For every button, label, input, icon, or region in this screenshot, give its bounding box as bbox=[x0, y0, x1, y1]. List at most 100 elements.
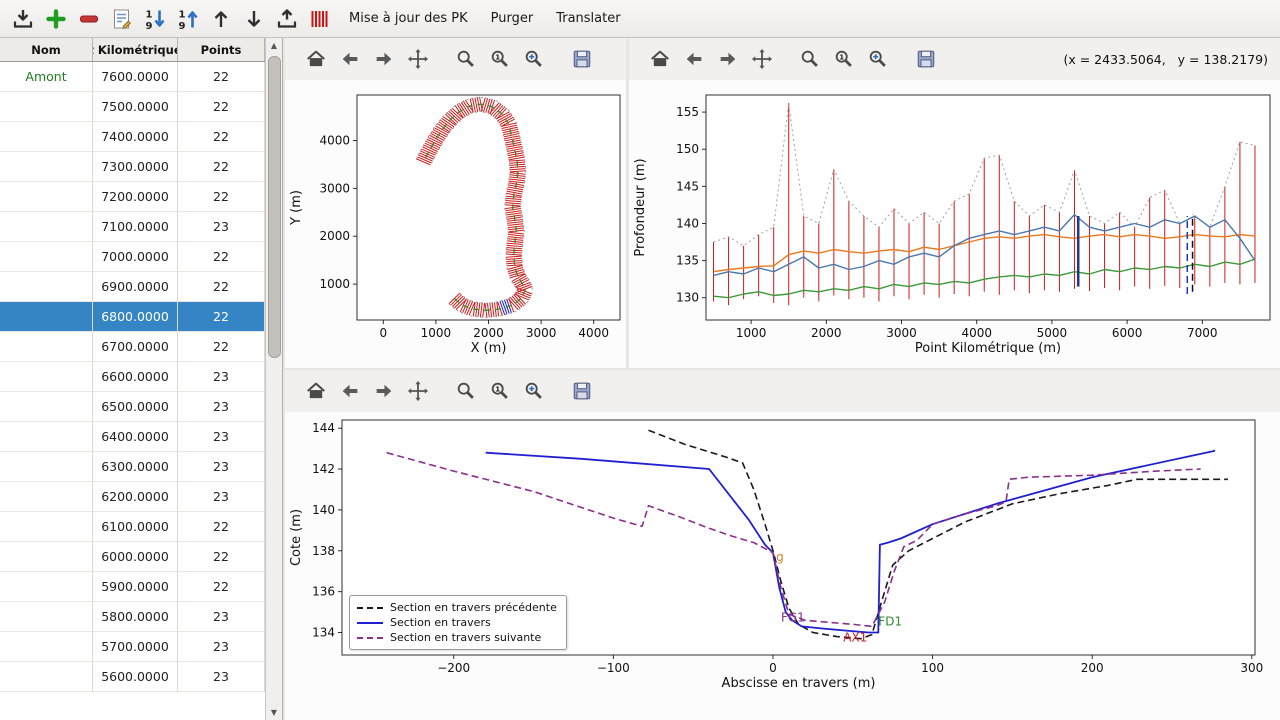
table-row[interactable]: 7200.0000 22 bbox=[0, 182, 282, 212]
forward-icon[interactable] bbox=[369, 376, 399, 406]
cell-nom[interactable]: Amont bbox=[0, 62, 93, 92]
toolbar-action-0[interactable]: Mise à jour des PK bbox=[349, 11, 468, 26]
table-scrollbar[interactable]: ▲ ▼ bbox=[265, 38, 282, 720]
table-row[interactable]: 6200.0000 23 bbox=[0, 482, 282, 512]
cell-nom[interactable] bbox=[0, 482, 93, 512]
cell-nom[interactable] bbox=[0, 92, 93, 122]
table-row[interactable]: 6800.0000 22 bbox=[0, 302, 282, 332]
zoom-rect-icon[interactable] bbox=[519, 44, 549, 74]
cell-pk[interactable]: 7100.0000 bbox=[93, 212, 178, 242]
back-icon[interactable] bbox=[335, 44, 365, 74]
back-icon[interactable] bbox=[335, 376, 365, 406]
table-row[interactable]: 5700.0000 23 bbox=[0, 632, 282, 662]
cell-nom[interactable] bbox=[0, 362, 93, 392]
zoom-rect-icon[interactable] bbox=[519, 376, 549, 406]
cell-points[interactable]: 22 bbox=[178, 182, 265, 212]
zoom-one-icon[interactable]: 1 bbox=[829, 44, 859, 74]
cell-pk[interactable]: 6600.0000 bbox=[93, 362, 178, 392]
cell-nom[interactable] bbox=[0, 542, 93, 572]
zoom-icon[interactable] bbox=[795, 44, 825, 74]
cell-points[interactable]: 22 bbox=[178, 92, 265, 122]
cell-points[interactable]: 23 bbox=[178, 212, 265, 242]
cell-points[interactable]: 23 bbox=[178, 362, 265, 392]
table-row[interactable]: 6300.0000 23 bbox=[0, 452, 282, 482]
cell-nom[interactable] bbox=[0, 392, 93, 422]
table-row[interactable]: 7500.0000 22 bbox=[0, 92, 282, 122]
cell-points[interactable]: 22 bbox=[178, 272, 265, 302]
home-icon[interactable] bbox=[301, 44, 331, 74]
cell-points[interactable]: 23 bbox=[178, 632, 265, 662]
cell-points[interactable]: 22 bbox=[178, 572, 265, 602]
save-icon[interactable] bbox=[911, 44, 941, 74]
cell-nom[interactable] bbox=[0, 632, 93, 662]
table-row[interactable]: 7100.0000 23 bbox=[0, 212, 282, 242]
cell-pk[interactable]: 6300.0000 bbox=[93, 452, 178, 482]
remove-icon[interactable] bbox=[74, 4, 104, 34]
cell-pk[interactable]: 6000.0000 bbox=[93, 542, 178, 572]
table-row[interactable]: 6700.0000 22 bbox=[0, 332, 282, 362]
edit-sections-icon[interactable] bbox=[107, 4, 137, 34]
import-icon[interactable] bbox=[8, 4, 38, 34]
zoom-icon[interactable] bbox=[451, 376, 481, 406]
cell-points[interactable]: 23 bbox=[178, 452, 265, 482]
cell-points[interactable]: 23 bbox=[178, 662, 265, 692]
move-down-icon[interactable] bbox=[239, 4, 269, 34]
cell-pk[interactable]: 6100.0000 bbox=[93, 512, 178, 542]
toolbar-action-2[interactable]: Translater bbox=[556, 11, 621, 26]
cross-section-chart[interactable]: −200 −100 0 100 200 300 134 136 138 140 142 144 Absc… bbox=[285, 412, 1280, 720]
cell-points[interactable]: 22 bbox=[178, 512, 265, 542]
cell-nom[interactable] bbox=[0, 572, 93, 602]
cell-nom[interactable] bbox=[0, 242, 93, 272]
table-row[interactable]: 5900.0000 22 bbox=[0, 572, 282, 602]
plan-chart[interactable]: 0 1000 2000 3000 4000 1000 2000 3000 4000 X (m) Y … bbox=[285, 80, 626, 368]
cell-nom[interactable] bbox=[0, 602, 93, 632]
table-row[interactable]: 5600.0000 23 bbox=[0, 662, 282, 692]
cell-nom[interactable] bbox=[0, 152, 93, 182]
cell-pk[interactable]: 6400.0000 bbox=[93, 422, 178, 452]
cell-nom[interactable] bbox=[0, 212, 93, 242]
zoom-rect-icon[interactable] bbox=[863, 44, 893, 74]
cell-nom[interactable] bbox=[0, 272, 93, 302]
cell-nom[interactable] bbox=[0, 122, 93, 152]
scrollbar-thumb[interactable] bbox=[268, 56, 281, 358]
cell-pk[interactable]: 7200.0000 bbox=[93, 182, 178, 212]
cell-pk[interactable]: 7600.0000 bbox=[93, 62, 178, 92]
table-row[interactable]: Amont 7600.0000 22 bbox=[0, 62, 282, 92]
cell-pk[interactable]: 5900.0000 bbox=[93, 572, 178, 602]
cell-nom[interactable] bbox=[0, 452, 93, 482]
profile-chart[interactable]: 1000 2000 3000 4000 5000 6000 7000 130 135 140 145… bbox=[629, 80, 1280, 368]
cell-points[interactable]: 22 bbox=[178, 152, 265, 182]
column-header-pk[interactable]: t Kilométrique bbox=[93, 38, 178, 61]
zoom-one-icon[interactable]: 1 bbox=[485, 44, 515, 74]
save-icon[interactable] bbox=[567, 44, 597, 74]
table-row[interactable]: 6500.0000 23 bbox=[0, 392, 282, 422]
table-row[interactable]: 7400.0000 22 bbox=[0, 122, 282, 152]
pan-icon[interactable] bbox=[747, 44, 777, 74]
cell-nom[interactable] bbox=[0, 512, 93, 542]
cell-points[interactable]: 22 bbox=[178, 542, 265, 572]
cell-nom[interactable] bbox=[0, 662, 93, 692]
cell-pk[interactable]: 7400.0000 bbox=[93, 122, 178, 152]
cell-pk[interactable]: 7300.0000 bbox=[93, 152, 178, 182]
zoom-one-icon[interactable]: 1 bbox=[485, 376, 515, 406]
cell-points[interactable]: 22 bbox=[178, 332, 265, 362]
table-row[interactable]: 6900.0000 22 bbox=[0, 272, 282, 302]
cell-points[interactable]: 23 bbox=[178, 422, 265, 452]
table-row[interactable]: 7300.0000 22 bbox=[0, 152, 282, 182]
update-pk-icon[interactable] bbox=[305, 4, 335, 34]
column-header-nom[interactable]: Nom bbox=[0, 38, 93, 61]
back-icon[interactable] bbox=[679, 44, 709, 74]
column-header-points[interactable]: Points bbox=[178, 38, 265, 61]
toolbar-action-1[interactable]: Purger bbox=[490, 11, 534, 26]
move-up-icon[interactable] bbox=[206, 4, 236, 34]
cell-pk[interactable]: 6900.0000 bbox=[93, 272, 178, 302]
cell-pk[interactable]: 6800.0000 bbox=[93, 302, 178, 332]
cell-nom[interactable] bbox=[0, 182, 93, 212]
pan-icon[interactable] bbox=[403, 44, 433, 74]
table-row[interactable]: 6600.0000 23 bbox=[0, 362, 282, 392]
pan-icon[interactable] bbox=[403, 376, 433, 406]
cell-nom[interactable] bbox=[0, 302, 93, 332]
cell-pk[interactable]: 7500.0000 bbox=[93, 92, 178, 122]
